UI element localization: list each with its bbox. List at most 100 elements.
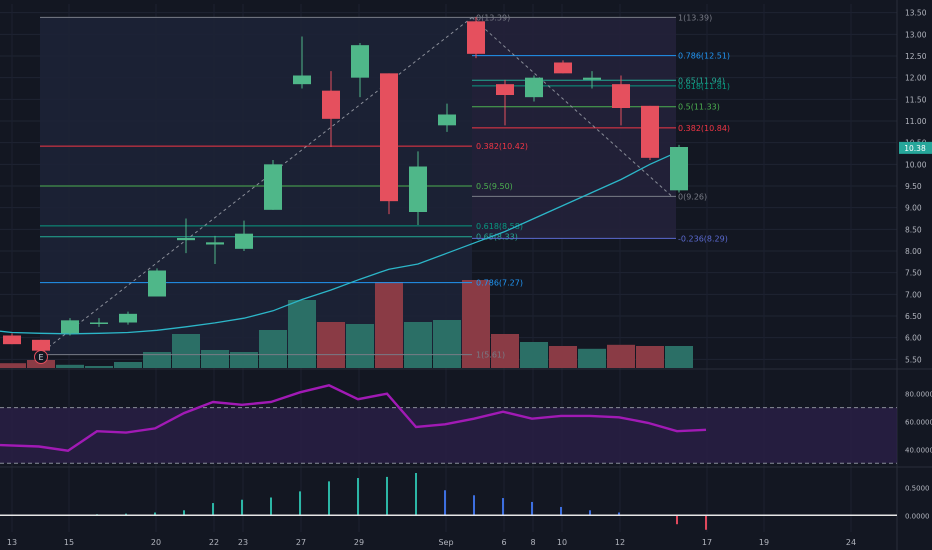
price-tick-label: 7.50	[905, 269, 922, 278]
candle-body	[641, 105, 659, 158]
time-tick-label: 27	[296, 538, 306, 547]
fib-level-label: 1(13.39)	[678, 13, 712, 22]
candle-body	[583, 77, 601, 80]
candle-body	[148, 270, 166, 297]
volume-bar	[665, 346, 693, 368]
price-tick-label: 5.50	[905, 355, 922, 364]
trend-line	[471, 17, 673, 197]
volume-bar	[201, 350, 229, 368]
volume-bar	[636, 346, 664, 368]
price-tick-label: 13.50	[905, 9, 927, 18]
moving-average-line	[0, 150, 680, 335]
price-tick-label: 11.50	[905, 95, 927, 104]
time-tick-label: 20	[151, 538, 161, 547]
fib-level-label: 0.618(8.58)	[476, 222, 523, 231]
time-tick-label: 13	[7, 538, 17, 547]
volume-bar	[56, 364, 84, 368]
candles	[3, 17, 688, 353]
fib-level-label: 0.786(7.27)	[476, 279, 523, 288]
price-tick-label: 13.00	[905, 30, 927, 39]
candle-body	[554, 62, 572, 74]
volume-bar	[607, 344, 635, 368]
rsi-band-fill	[0, 407, 897, 464]
time-tick-label: Sep	[438, 538, 453, 547]
earnings-marker[interactable]: E	[34, 350, 48, 364]
last-price-label: 10.38	[904, 144, 926, 153]
candle-body	[119, 313, 137, 323]
moving-average	[0, 150, 680, 335]
time-tick-label: 10	[557, 538, 567, 547]
candle-body	[61, 320, 79, 334]
volume-bar	[520, 342, 548, 368]
rsi-line	[0, 384, 707, 452]
candle-body	[467, 21, 485, 54]
axes: 13.5013.0012.5012.0011.5011.0010.5010.00…	[7, 9, 932, 547]
last-price-badge	[899, 141, 932, 154]
volume-bar	[549, 346, 577, 368]
volume-bar	[0, 363, 26, 368]
candle-body	[496, 84, 514, 95]
candle-body	[438, 114, 456, 126]
volume-bar	[143, 352, 171, 368]
volume-bar	[375, 282, 403, 368]
fib-level-label: 0(9.26)	[678, 192, 707, 201]
fib-level-label: 0.382(10.84)	[678, 124, 730, 133]
price-tick-label: 11.00	[905, 117, 927, 126]
volume-bar	[433, 320, 461, 368]
volume-bar	[172, 334, 200, 368]
candle-body	[206, 242, 224, 245]
price-tick-label: 10.00	[905, 160, 927, 169]
candle-body	[612, 84, 630, 108]
candle-body	[32, 339, 50, 351]
fib-level-label: 0.786(12.51)	[678, 52, 730, 61]
time-tick-label: 17	[702, 538, 712, 547]
time-tick-label: 24	[846, 538, 856, 547]
candle-body	[3, 335, 21, 345]
price-tick-label: 6.00	[905, 334, 922, 343]
time-tick-label: 12	[615, 538, 625, 547]
candle-body	[235, 233, 253, 249]
histogram-tick-label: 0.0000	[905, 512, 930, 520]
price-tick-label: 9.00	[905, 204, 922, 213]
candle-body	[670, 147, 688, 191]
candle-body	[293, 75, 311, 85]
fib-level-label: 0.5(11.33)	[678, 103, 720, 112]
candle-body	[322, 90, 340, 119]
time-tick-label: 8	[530, 538, 535, 547]
time-tick-label: 22	[209, 538, 219, 547]
time-tick-label: 6	[501, 538, 506, 547]
price-tick-label: 12.00	[905, 74, 927, 83]
time-tick-label: 15	[64, 538, 74, 547]
volume-bars	[0, 280, 693, 368]
price-tick-label: 8.50	[905, 225, 922, 234]
fib-level-label: 0.618(11.81)	[678, 82, 730, 91]
volume-bar	[114, 362, 142, 368]
volume-bar	[491, 334, 519, 368]
time-tick-label: 19	[759, 538, 769, 547]
histogram-tick-label: 0.5000	[905, 484, 930, 492]
fib-level-label: 0.382(10.42)	[476, 142, 528, 151]
volume-bar	[259, 330, 287, 368]
volume-bar	[317, 322, 345, 368]
price-tick-label: 8.00	[905, 247, 922, 256]
earnings-marker-label: E	[38, 353, 43, 362]
fib-level-label: 0.65(8.33)	[476, 233, 518, 242]
volume-bar	[462, 280, 490, 368]
price-tick-label: 9.50	[905, 182, 922, 191]
candle-body	[351, 45, 369, 78]
volume-bar	[404, 322, 432, 368]
fib-level-label: -0.236(8.29)	[678, 234, 728, 243]
time-tick-label: 29	[354, 538, 364, 547]
price-tick-label: 12.50	[905, 52, 927, 61]
rsi-tick-label: 60.0000	[905, 418, 932, 426]
volume-bar	[288, 300, 316, 368]
time-tick-label: 23	[238, 538, 248, 547]
trend-line	[38, 17, 473, 355]
price-tick-label: 7.00	[905, 290, 922, 299]
rsi-tick-label: 40.0000	[905, 446, 932, 454]
fib-retracement-levels: 0(13.39)0.382(10.42)0.5(9.50)0.618(8.58)…	[38, 13, 730, 360]
candle-body	[525, 77, 543, 98]
volume-bar	[85, 366, 113, 368]
earnings-marker-circle	[34, 350, 48, 364]
